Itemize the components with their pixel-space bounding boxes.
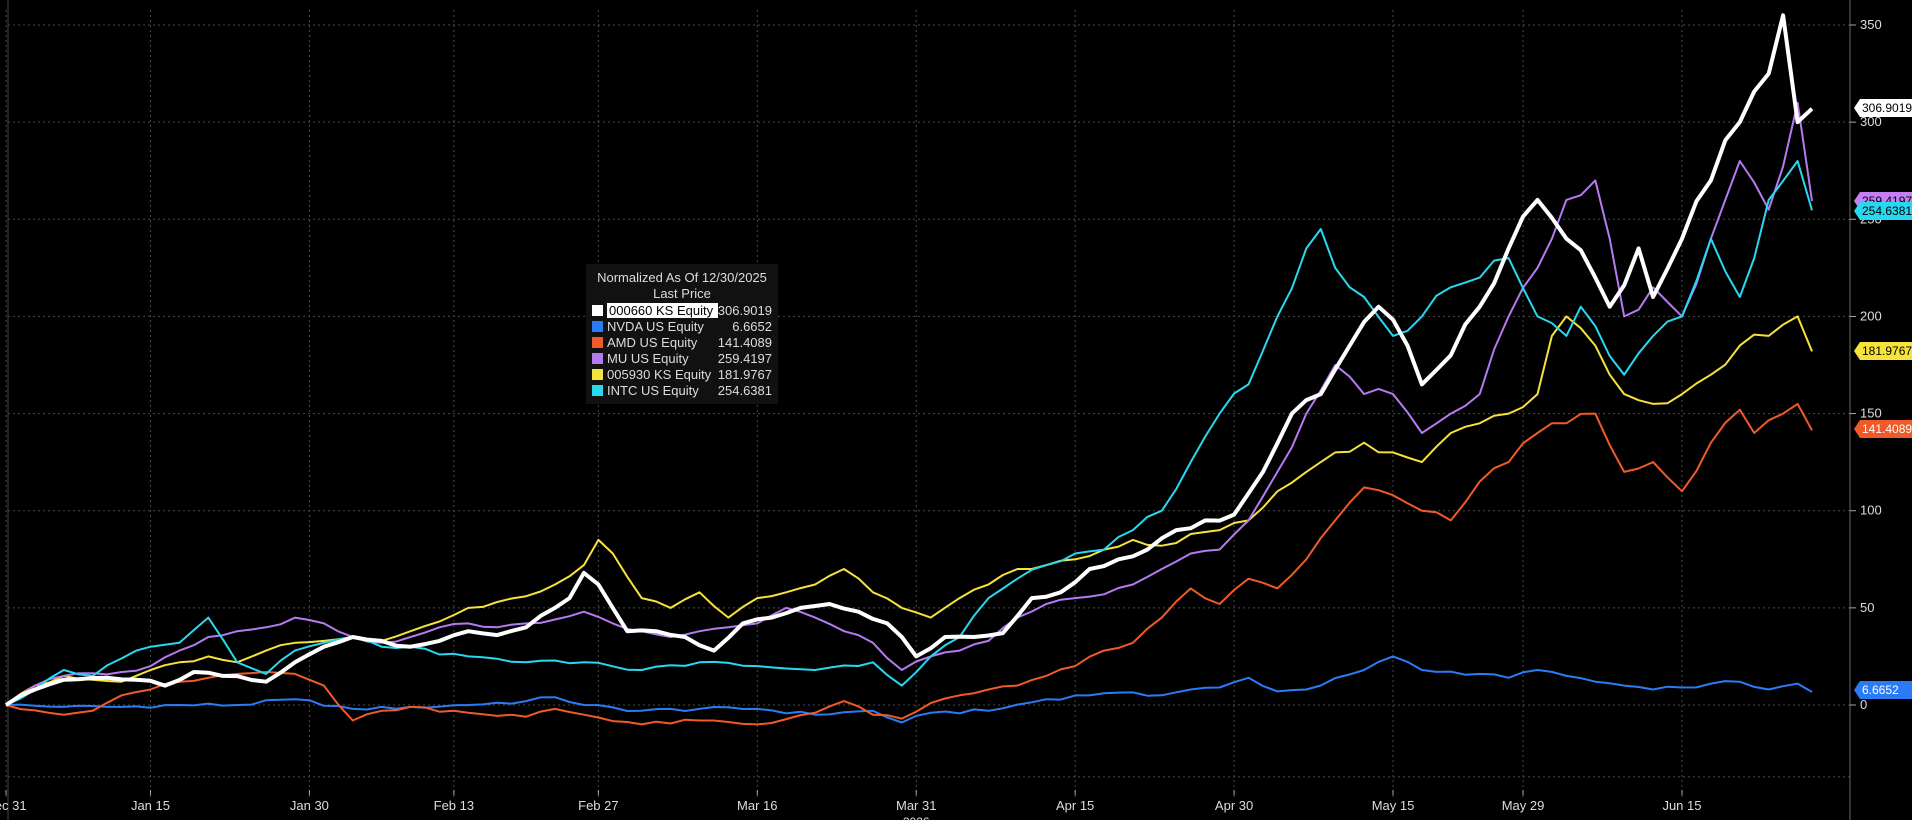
x-tick-label: Dec 31 — [0, 798, 27, 813]
x-tick-label: Apr 30 — [1215, 798, 1253, 813]
legend-title: Normalized As Of 12/30/2025 — [597, 270, 767, 285]
last-value-tags: 306.90196.6652141.4089259.4197181.976725… — [1854, 99, 1912, 699]
legend-entry: INTC US Equity 254.6381 — [592, 382, 772, 398]
legend-series-value: 259.4197 — [717, 350, 772, 366]
last-value-tag: 254.6381 — [1854, 202, 1912, 220]
legend-swatch — [592, 320, 603, 332]
legend-series-name: AMD US Equity — [607, 334, 698, 350]
legend-series-value: 306.9019 — [717, 302, 772, 318]
x-tick-label: May 15 — [1372, 798, 1415, 813]
legend-series-name: NVDA US Equity — [607, 318, 704, 334]
legend-entry: AMD US Equity 141.4089 — [592, 334, 772, 350]
last-value-tag-label: 6.6652 — [1862, 683, 1899, 697]
x-tick-label: Mar 31 — [896, 798, 936, 813]
legend-subtitle: Last Price — [653, 286, 711, 301]
x-tick-label: Mar 16 — [737, 798, 777, 813]
last-value-tag-bg — [1854, 420, 1912, 438]
y-tick-label: 100 — [1860, 503, 1882, 518]
y-tick-label: 150 — [1860, 406, 1882, 421]
series-line-3 — [5, 101, 1813, 706]
x-tick-label: Jan 15 — [131, 798, 170, 813]
last-value-tag-label: 306.9019 — [1862, 101, 1912, 115]
last-value-tag-bg — [1854, 681, 1912, 699]
legend-swatch — [592, 304, 603, 316]
y-tick-label: 350 — [1860, 17, 1882, 32]
legend-series-value: 141.4089 — [717, 334, 772, 350]
legend-swatch — [592, 352, 603, 364]
y-tick-label: 300 — [1860, 114, 1882, 129]
x-tick-label: Apr 15 — [1056, 798, 1094, 813]
legend-series-value: 181.9767 — [717, 366, 772, 382]
x-axis: Dec 31 Jan 15 Jan 30 Feb 13 Feb 27 Mar 16 Mar … — [0, 790, 1701, 820]
x-tick-label: Feb 27 — [578, 798, 618, 813]
legend-series-value: 6.6652 — [732, 318, 772, 334]
series-line-0 — [4, 13, 1814, 707]
x-tick-label: Jun 15 — [1662, 798, 1701, 813]
legend-entry: 005930 KS Equity 181.9767 — [592, 366, 772, 382]
legend-entry: NVDA US Equity 6.6652 — [592, 318, 772, 334]
last-value-tag: 306.9019 — [1854, 99, 1912, 117]
gridlines — [5, 10, 1850, 800]
series-line-1 — [5, 655, 1813, 724]
legend-swatch — [592, 384, 603, 396]
series-line-2 — [5, 402, 1813, 726]
legend-series-name: 000660 KS Equity — [607, 302, 718, 318]
x-tick-label: Feb 13 — [434, 798, 474, 813]
y-tick-label: 50 — [1860, 600, 1874, 615]
last-value-tag: 141.4089 — [1854, 420, 1912, 438]
legend-series-name: MU US Equity — [607, 350, 689, 366]
last-value-tag-label: 254.6381 — [1862, 204, 1912, 218]
legend: Normalized As Of 12/30/2025 Last Price 0… — [586, 264, 778, 404]
x-tick-label: May 29 — [1502, 798, 1545, 813]
last-value-tag: 6.6652 — [1854, 681, 1912, 699]
last-value-tag-label: 181.9767 — [1862, 344, 1912, 358]
legend-entry: 000660 KS Equity 306.9019 — [592, 302, 772, 318]
y-tick-label: 0 — [1860, 697, 1867, 712]
y-tick-label: 200 — [1860, 308, 1882, 323]
x-tick-label: Jan 30 — [290, 798, 329, 813]
last-value-tag: 181.9767 — [1854, 342, 1912, 360]
legend-entry: MU US Equity 259.4197 — [592, 350, 772, 366]
last-value-tag-bg — [1854, 342, 1912, 360]
legend-swatch — [592, 336, 603, 348]
legend-series-name: 005930 KS Equity — [607, 366, 712, 382]
x-year-label: 2026 — [903, 815, 930, 820]
series-line-5 — [5, 160, 1813, 706]
series-line-4 — [5, 315, 1813, 706]
y-axis: 050100150200250300350 — [1850, 17, 1882, 712]
last-value-tag-bg — [1854, 202, 1912, 220]
legend-swatch — [592, 368, 603, 380]
last-value-tag-label: 141.4089 — [1862, 422, 1912, 436]
legend-series-value: 254.6381 — [717, 382, 772, 398]
legend-series-name: INTC US Equity — [607, 382, 699, 398]
last-value-tag-bg — [1854, 99, 1912, 117]
